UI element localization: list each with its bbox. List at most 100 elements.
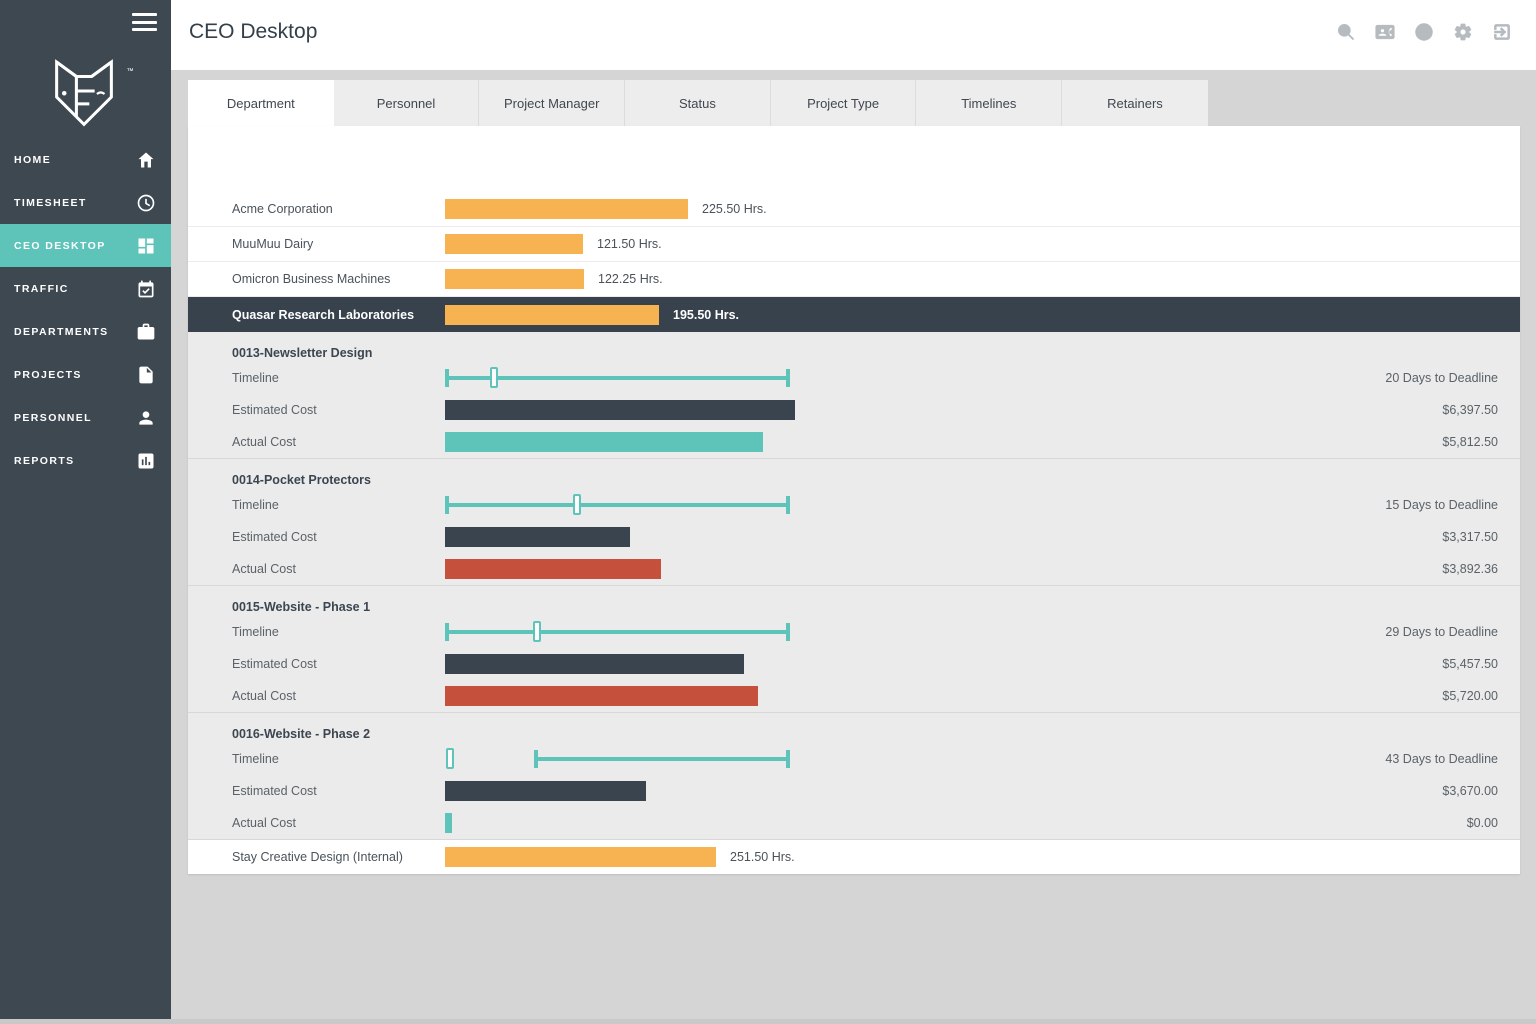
tab-department[interactable]: Department xyxy=(188,80,334,126)
actual-cost-bar xyxy=(445,432,763,452)
tab-retainers[interactable]: Retainers xyxy=(1062,80,1208,126)
content-panel: Acme Corporation 225.50 Hrs. MuuMuu Dair… xyxy=(188,126,1520,874)
hamburger-menu-icon[interactable] xyxy=(132,13,157,31)
client-name: Stay Creative Design (Internal) xyxy=(232,850,403,864)
timeline-track xyxy=(445,369,790,387)
client-row-acme[interactable]: Acme Corporation 225.50 Hrs. xyxy=(188,192,1520,227)
actual-cost-row: Actual Cost $5,812.50 xyxy=(188,426,1520,458)
logout-icon[interactable] xyxy=(1492,22,1512,42)
panel-spacer xyxy=(188,126,1520,192)
window-bottom-edge xyxy=(0,1019,1536,1024)
hours-value: 122.25 Hrs. xyxy=(598,272,663,286)
client-name: Acme Corporation xyxy=(232,202,333,216)
actual-cost-row: Actual Cost $3,892.36 xyxy=(188,553,1520,585)
timeline-row: Timeline 29 Days to Deadline xyxy=(188,616,1520,648)
actual-cost-bar xyxy=(445,813,452,833)
timeline-slider xyxy=(445,743,1145,775)
settings-icon[interactable] xyxy=(1453,22,1473,42)
help-icon[interactable] xyxy=(1414,22,1434,42)
sidebar-item-traffic[interactable]: TRAFFIC xyxy=(0,267,171,310)
estimated-cost-bar xyxy=(445,527,630,547)
sidebar-item-ceo-desktop[interactable]: CEO DESKTOP xyxy=(0,224,171,267)
bar-chart-icon xyxy=(138,453,154,468)
tab-status[interactable]: Status xyxy=(625,80,771,126)
project-section-0016: 0016-Website - Phase 2 Timeline 43 Days … xyxy=(188,713,1520,840)
tab-project-manager[interactable]: Project Manager xyxy=(479,80,626,126)
page-title: CEO Desktop xyxy=(189,20,318,43)
timeline-handle[interactable] xyxy=(533,621,541,642)
row-label: Estimated Cost xyxy=(232,403,317,417)
estimated-cost-row: Estimated Cost $3,317.50 xyxy=(188,521,1520,553)
clock-icon xyxy=(137,194,155,211)
filter-tabs: Department Personnel Project Manager Sta… xyxy=(188,80,1208,126)
tab-project-type[interactable]: Project Type xyxy=(770,80,917,126)
estimated-cost-value: $3,670.00 xyxy=(1442,784,1498,798)
actual-cost-bar xyxy=(445,559,661,579)
tab-timelines[interactable]: Timelines xyxy=(916,80,1063,126)
project-title: 0016-Website - Phase 2 xyxy=(232,727,371,741)
client-row-omicron[interactable]: Omicron Business Machines 122.25 Hrs. xyxy=(188,262,1520,297)
project-title: 0013-Newsletter Design xyxy=(232,346,373,360)
estimated-cost-row: Estimated Cost $3,670.00 xyxy=(188,775,1520,807)
row-label: Estimated Cost xyxy=(232,784,317,798)
hours-value: 195.50 Hrs. xyxy=(673,307,740,322)
estimated-cost-row: Estimated Cost $5,457.50 xyxy=(188,648,1520,680)
timeline-row: Timeline 20 Days to Deadline xyxy=(188,362,1520,394)
search-icon[interactable] xyxy=(1336,22,1356,42)
tab-personnel[interactable]: Personnel xyxy=(333,80,480,126)
deadline-value: 20 Days to Deadline xyxy=(1385,371,1498,385)
project-section-0013: 0013-Newsletter Design Timeline 20 Days … xyxy=(188,332,1520,459)
sidebar-item-departments[interactable]: DEPARTMENTS xyxy=(0,310,171,353)
top-header: CEO Desktop xyxy=(171,0,1536,70)
hours-value: 251.50 Hrs. xyxy=(730,850,795,864)
sidebar-nav: HOME TIMESHEET CEO DESKTOP TRAFFIC DEPAR… xyxy=(0,138,171,482)
contacts-icon[interactable] xyxy=(1375,22,1395,42)
row-label: Estimated Cost xyxy=(232,657,317,671)
project-section-0015: 0015-Website - Phase 1 Timeline 29 Days … xyxy=(188,586,1520,713)
project-section-0014: 0014-Pocket Protectors Timeline 15 Days … xyxy=(188,459,1520,586)
timeline-handle[interactable] xyxy=(446,748,454,769)
header-icon-bar xyxy=(1336,22,1512,42)
hours-bar xyxy=(445,847,716,867)
row-label: Timeline xyxy=(232,371,279,385)
hours-value: 225.50 Hrs. xyxy=(702,202,767,216)
actual-cost-value: $5,812.50 xyxy=(1442,435,1498,449)
project-title: 0014-Pocket Protectors xyxy=(232,473,371,487)
actual-cost-value: $3,892.36 xyxy=(1442,562,1498,576)
timeline-track xyxy=(445,623,790,641)
sidebar-item-home[interactable]: HOME xyxy=(0,138,171,181)
briefcase-icon xyxy=(137,323,155,339)
sidebar-item-projects[interactable]: PROJECTS xyxy=(0,353,171,396)
estimated-cost-bar xyxy=(445,654,744,674)
row-label: Timeline xyxy=(232,625,279,639)
estimated-cost-row: Estimated Cost $6,397.50 xyxy=(188,394,1520,426)
hours-bar xyxy=(445,234,583,254)
client-row-internal[interactable]: Stay Creative Design (Internal) 251.50 H… xyxy=(188,840,1520,874)
home-icon xyxy=(138,152,154,167)
sidebar-item-timesheet[interactable]: TIMESHEET xyxy=(0,181,171,224)
sidebar: ™ HOME TIMESHEET CEO DESKTOP TRAFFIC DEP… xyxy=(0,0,171,1019)
deadline-value: 29 Days to Deadline xyxy=(1385,625,1498,639)
sidebar-item-personnel[interactable]: PERSONNEL xyxy=(0,396,171,439)
timeline-slider xyxy=(445,616,1145,648)
estimated-cost-value: $6,397.50 xyxy=(1442,403,1498,417)
client-row-quasar-selected[interactable]: Quasar Research Laboratories 195.50 Hrs. xyxy=(188,297,1520,332)
sidebar-item-reports[interactable]: REPORTS xyxy=(0,439,171,482)
hours-value: 121.50 Hrs. xyxy=(597,237,662,251)
estimated-cost-value: $5,457.50 xyxy=(1442,657,1498,671)
timeline-row: Timeline 43 Days to Deadline xyxy=(188,743,1520,775)
row-label: Actual Cost xyxy=(232,689,296,703)
document-icon xyxy=(139,366,153,383)
row-label: Actual Cost xyxy=(232,562,296,576)
fox-head-logo-icon xyxy=(55,59,113,127)
hours-bar xyxy=(445,269,584,289)
timeline-handle[interactable] xyxy=(490,367,498,388)
row-label: Actual Cost xyxy=(232,816,296,830)
estimated-cost-bar xyxy=(445,400,795,420)
row-label: Timeline xyxy=(232,752,279,766)
client-row-muumuu[interactable]: MuuMuu Dairy 121.50 Hrs. xyxy=(188,227,1520,262)
trademark-symbol: ™ xyxy=(126,68,134,75)
hours-bar xyxy=(445,304,659,325)
actual-cost-row: Actual Cost $5,720.00 xyxy=(188,680,1520,712)
timeline-handle[interactable] xyxy=(573,494,581,515)
